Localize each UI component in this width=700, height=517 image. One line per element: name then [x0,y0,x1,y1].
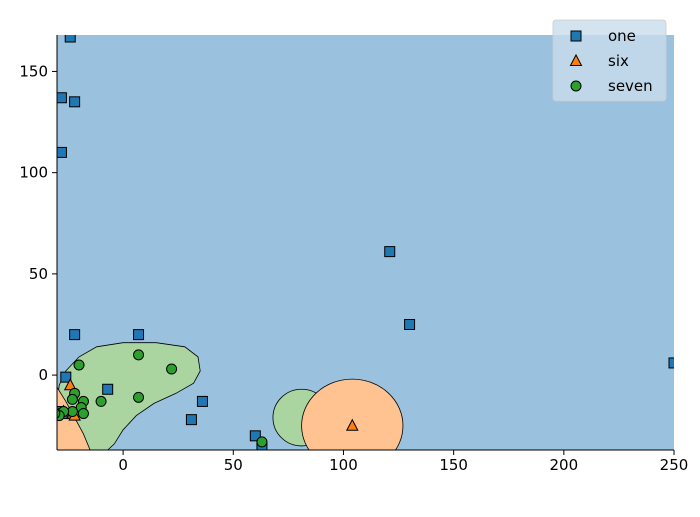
y-tick-label: 100 [19,164,48,182]
legend-label-six: six [608,52,629,70]
legend-marker-one [570,30,582,42]
y-tick-label: 0 [38,366,48,384]
y-tick-label: 50 [29,265,48,283]
x-tick-label: 50 [224,456,243,474]
point-one [102,383,114,395]
legend: one six seven [552,19,667,102]
region-seven-left [57,342,201,450]
legend-label-seven: seven [608,77,653,95]
region-six-right [301,378,404,450]
y-tick-label: 150 [19,62,48,80]
point-seven [95,395,107,407]
x-tick-label: 200 [550,456,579,474]
point-one [69,96,81,108]
x-tick-label: 0 [118,456,128,474]
point-one [249,430,261,442]
point-seven [166,363,178,375]
x-tick-label: 250 [660,456,689,474]
point-seven [66,393,78,405]
point-one [668,357,674,369]
legend-marker-six [569,53,583,66]
point-seven [57,408,61,419]
point-one [384,246,396,258]
point-one [60,371,72,383]
point-seven [77,408,89,420]
x-tick-label: 100 [329,456,358,474]
legend-marker-seven [570,80,582,92]
x-tick-label: 150 [439,456,468,474]
point-six [63,378,77,391]
point-seven [256,436,268,448]
point-seven [133,391,145,403]
point-one [404,318,416,330]
point-one [57,92,67,104]
legend-label-one: one [608,27,636,45]
point-six [345,418,359,431]
point-one [57,146,67,158]
point-seven [133,349,145,361]
point-one [64,35,76,43]
point-seven [73,359,85,371]
point-one [185,414,197,426]
point-one [69,329,81,341]
point-one [196,395,208,407]
point-one [133,329,145,341]
